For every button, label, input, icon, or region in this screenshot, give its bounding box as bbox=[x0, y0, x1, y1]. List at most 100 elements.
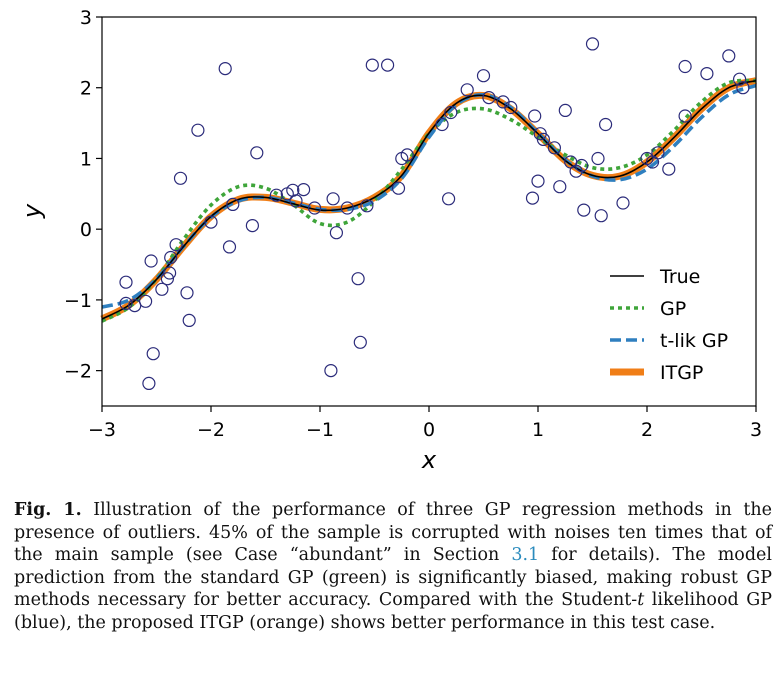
sample-point bbox=[651, 146, 665, 160]
x-tick-label: 1 bbox=[532, 419, 544, 441]
sample-point bbox=[329, 226, 343, 240]
sample-point bbox=[678, 109, 692, 123]
sample-point bbox=[340, 201, 354, 215]
sample-point bbox=[144, 254, 158, 268]
figure-chart: −3 −2 −1 0 1 2 3 −2 −1 0 1 2 3 x y True GP t-lik GP IT… bbox=[18, 7, 762, 474]
x-axis-ticks: −3 −2 −1 0 1 2 3 bbox=[88, 406, 762, 441]
sample-point bbox=[226, 197, 240, 211]
caption-label: Fig. 1. bbox=[14, 500, 82, 520]
series-true-line bbox=[101, 79, 757, 320]
sample-point bbox=[218, 61, 232, 76]
sample-point bbox=[351, 272, 365, 286]
sample-point bbox=[547, 141, 562, 155]
legend-label-itgp: ITGP bbox=[660, 362, 703, 384]
sample-point bbox=[460, 83, 474, 97]
sample-point bbox=[591, 151, 605, 166]
sample-point bbox=[360, 199, 374, 213]
x-axis-label: x bbox=[421, 446, 437, 474]
sample-point bbox=[142, 376, 156, 390]
legend-label-gp: GP bbox=[660, 298, 686, 320]
y-tick-label: 3 bbox=[80, 7, 92, 29]
sample-point bbox=[119, 296, 133, 310]
sample-point bbox=[662, 162, 676, 176]
y-tick-label: −1 bbox=[64, 290, 92, 312]
sample-point bbox=[326, 192, 340, 206]
sample-point bbox=[353, 335, 367, 349]
y-tick-label: 0 bbox=[80, 219, 92, 241]
sample-point bbox=[722, 49, 736, 63]
x-tick-label: 3 bbox=[750, 419, 762, 441]
sample-point bbox=[504, 100, 518, 115]
sample-point bbox=[324, 364, 338, 378]
sample-point bbox=[577, 203, 591, 217]
sample-point bbox=[598, 117, 613, 132]
sample-point bbox=[732, 72, 747, 86]
sample-point bbox=[391, 181, 406, 195]
y-tick-label: 1 bbox=[80, 148, 92, 170]
sample-point bbox=[442, 192, 456, 206]
caption-text-3: likelihood GP (blue), the proposed ITGP … bbox=[14, 590, 772, 633]
sample-point bbox=[191, 123, 205, 137]
y-axis-ticks: −2 −1 0 1 2 3 bbox=[64, 7, 102, 383]
sample-point bbox=[553, 180, 567, 194]
sample-point bbox=[700, 66, 714, 81]
sample-point bbox=[528, 109, 542, 123]
sample-point bbox=[119, 275, 133, 289]
sample-point bbox=[308, 201, 322, 215]
sample-point bbox=[678, 59, 692, 74]
sample-point bbox=[222, 240, 237, 254]
sample-point bbox=[269, 188, 283, 202]
sample-point bbox=[365, 58, 379, 72]
sample-points bbox=[119, 37, 750, 390]
sample-point bbox=[180, 286, 194, 300]
sample-point bbox=[585, 37, 600, 51]
sample-point bbox=[482, 90, 496, 105]
sample-point bbox=[594, 209, 608, 223]
sample-point bbox=[444, 105, 458, 120]
sample-point bbox=[476, 69, 491, 83]
plot-frame bbox=[101, 16, 757, 407]
sample-point bbox=[250, 146, 264, 160]
section-ref-link[interactable]: 3.1 bbox=[511, 545, 540, 565]
sample-point bbox=[204, 215, 218, 229]
sample-point bbox=[289, 194, 303, 208]
sample-point bbox=[525, 191, 540, 205]
series-itgp-line bbox=[100, 77, 757, 323]
sample-point bbox=[139, 294, 153, 308]
sample-point bbox=[381, 58, 395, 72]
sample-point bbox=[155, 282, 169, 296]
sample-point bbox=[163, 266, 177, 280]
sample-point bbox=[160, 272, 174, 286]
y-tick-label: 2 bbox=[80, 78, 92, 100]
y-axis-label: y bbox=[18, 203, 46, 219]
x-tick-label: 0 bbox=[423, 419, 435, 441]
sample-point bbox=[169, 238, 183, 252]
sample-point bbox=[146, 347, 160, 361]
sample-point bbox=[297, 183, 311, 197]
sample-point bbox=[245, 219, 259, 233]
sample-point bbox=[558, 103, 572, 118]
series-t-lik-gp-line bbox=[101, 83, 757, 309]
prediction-curves bbox=[100, 77, 757, 323]
x-tick-label: −1 bbox=[306, 419, 334, 441]
sample-point bbox=[164, 250, 178, 265]
sample-point bbox=[616, 196, 630, 210]
y-tick-label: −2 bbox=[64, 361, 92, 383]
legend: True GP t-lik GP ITGP bbox=[610, 266, 728, 384]
caption-text-2: for details). The model prediction from … bbox=[14, 545, 772, 610]
x-tick-label: −2 bbox=[197, 419, 225, 441]
x-tick-label: 2 bbox=[641, 419, 653, 441]
sample-point bbox=[736, 81, 750, 95]
caption-text-1: Illustration of the performance of three… bbox=[14, 500, 772, 565]
sample-point bbox=[435, 117, 449, 132]
sample-point bbox=[173, 171, 188, 185]
series-gp-line bbox=[101, 78, 757, 323]
sample-point bbox=[400, 148, 414, 162]
sample-point bbox=[536, 132, 551, 146]
sample-point bbox=[531, 174, 545, 188]
legend-label-t-lik-gp: t-lik GP bbox=[660, 330, 728, 352]
caption-t-italic: t bbox=[637, 590, 645, 610]
x-tick-label: −3 bbox=[88, 419, 116, 441]
sample-point bbox=[574, 158, 589, 173]
legend-label-true: True bbox=[659, 266, 700, 288]
